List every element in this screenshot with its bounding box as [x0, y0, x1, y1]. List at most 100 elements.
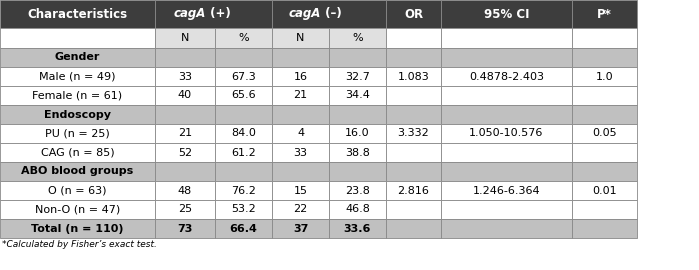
Bar [441, 48, 572, 67]
Text: 16: 16 [294, 72, 308, 82]
Text: (+): (+) [206, 8, 230, 21]
Bar [272, 143, 329, 162]
Text: 33.6: 33.6 [344, 224, 371, 234]
Bar [0, 86, 155, 105]
Text: P*: P* [597, 8, 612, 21]
Bar [215, 219, 272, 238]
Text: Endoscopy: Endoscopy [44, 110, 111, 120]
Bar [0, 105, 155, 124]
Bar [0, 181, 155, 200]
Text: 40: 40 [178, 90, 192, 100]
Bar [0, 28, 155, 48]
Text: 61.2: 61.2 [231, 147, 256, 157]
Text: Gender: Gender [55, 52, 100, 62]
Bar [272, 67, 329, 86]
Bar [0, 124, 155, 143]
Bar [441, 124, 572, 143]
Bar [572, 67, 637, 86]
Text: 16.0: 16.0 [345, 129, 370, 139]
Bar [155, 219, 215, 238]
Text: 1.0: 1.0 [596, 72, 613, 82]
Text: 1.246-6.364: 1.246-6.364 [473, 185, 540, 195]
Text: 0.05: 0.05 [592, 129, 617, 139]
Bar [155, 200, 215, 219]
Bar [155, 48, 215, 67]
Bar [386, 181, 441, 200]
Bar [329, 143, 386, 162]
Text: 48: 48 [178, 185, 192, 195]
Bar [272, 86, 329, 105]
Bar [572, 181, 637, 200]
Bar [329, 48, 386, 67]
Text: 1.050-10.576: 1.050-10.576 [469, 129, 544, 139]
Text: 1.083: 1.083 [398, 72, 429, 82]
Text: 33: 33 [178, 72, 192, 82]
Bar [572, 0, 637, 28]
Bar [572, 105, 637, 124]
Text: (–): (–) [321, 8, 342, 21]
Bar [272, 0, 386, 28]
Text: 23.8: 23.8 [345, 185, 370, 195]
Text: %: % [352, 33, 363, 43]
Bar [272, 181, 329, 200]
Bar [0, 48, 155, 67]
Bar [572, 143, 637, 162]
Text: 73: 73 [178, 224, 193, 234]
Bar [441, 200, 572, 219]
Bar [386, 48, 441, 67]
Text: ABO blood groups: ABO blood groups [22, 167, 134, 177]
Text: 25: 25 [178, 204, 192, 214]
Bar [272, 219, 329, 238]
Text: 4: 4 [297, 129, 304, 139]
Bar [441, 0, 572, 28]
Bar [272, 162, 329, 181]
Bar [386, 200, 441, 219]
Text: Female (n = 61): Female (n = 61) [32, 90, 122, 100]
Bar [329, 86, 386, 105]
Text: %: % [238, 33, 249, 43]
Bar [572, 200, 637, 219]
Text: 21: 21 [294, 90, 308, 100]
Bar [215, 124, 272, 143]
Bar [215, 181, 272, 200]
Bar [386, 219, 441, 238]
Bar [329, 219, 386, 238]
Text: 22: 22 [294, 204, 308, 214]
Text: PU (n = 25): PU (n = 25) [45, 129, 110, 139]
Bar [215, 200, 272, 219]
Text: cagA: cagA [173, 8, 206, 21]
Text: Male (n = 49): Male (n = 49) [39, 72, 116, 82]
Bar [0, 200, 155, 219]
Bar [155, 0, 272, 28]
Bar [441, 105, 572, 124]
Bar [215, 67, 272, 86]
Bar [572, 124, 637, 143]
Bar [215, 143, 272, 162]
Bar [155, 28, 215, 48]
Bar [441, 219, 572, 238]
Bar [386, 143, 441, 162]
Text: 66.4: 66.4 [229, 224, 257, 234]
Bar [329, 200, 386, 219]
Bar [0, 0, 155, 28]
Bar [329, 162, 386, 181]
Text: 2.816: 2.816 [398, 185, 429, 195]
Text: 46.8: 46.8 [345, 204, 370, 214]
Text: 65.6: 65.6 [231, 90, 256, 100]
Bar [386, 162, 441, 181]
Bar [155, 181, 215, 200]
Text: 0.01: 0.01 [592, 185, 617, 195]
Bar [386, 67, 441, 86]
Bar [329, 181, 386, 200]
Bar [386, 28, 441, 48]
Bar [155, 105, 215, 124]
Text: OR: OR [404, 8, 423, 21]
Text: 84.0: 84.0 [231, 129, 256, 139]
Bar [441, 28, 572, 48]
Bar [272, 48, 329, 67]
Bar [572, 28, 637, 48]
Bar [155, 162, 215, 181]
Text: 0.4878-2.403: 0.4878-2.403 [469, 72, 544, 82]
Bar [215, 86, 272, 105]
Text: CAG (n = 85): CAG (n = 85) [41, 147, 115, 157]
